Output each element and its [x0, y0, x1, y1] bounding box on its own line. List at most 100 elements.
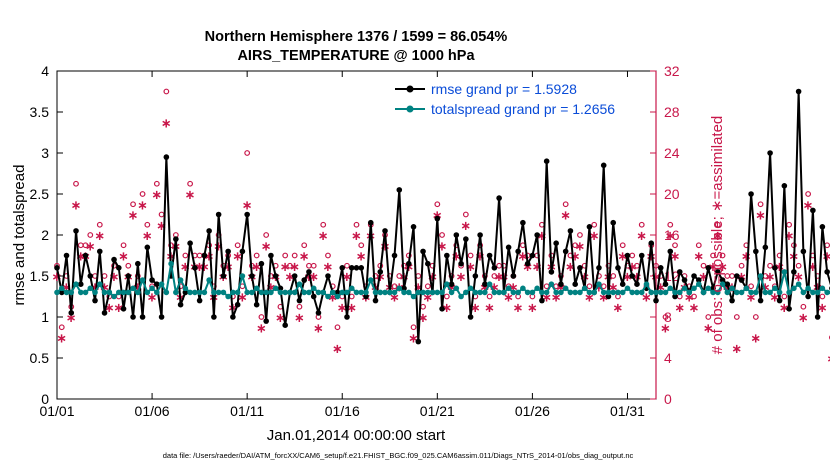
rmse-point — [253, 301, 260, 308]
obs-assimilated-marker: ∗ — [75, 249, 86, 264]
rmse-point — [734, 273, 740, 279]
legend-spread-marker — [406, 105, 414, 113]
totalspread-point — [282, 289, 288, 296]
rmse-point — [610, 219, 617, 226]
rmse-point — [444, 252, 450, 259]
totalspread-point — [444, 281, 450, 288]
legend-rmse-label: rmse grand pr = 1.5928 — [431, 81, 577, 97]
obs-possible-marker — [729, 273, 735, 279]
obs-assimilated-marker: ∗ — [213, 238, 224, 253]
obs-assimilated-marker: ∗ — [513, 300, 524, 315]
obs-possible-marker — [244, 150, 251, 156]
obs-possible-marker — [253, 252, 260, 259]
rmse-point — [149, 277, 155, 283]
totalspread-point — [92, 289, 98, 296]
rmse-point — [762, 244, 769, 251]
totalspread-point — [239, 273, 246, 279]
totalspread-point — [415, 289, 422, 296]
obs-possible-marker — [410, 324, 417, 331]
obs-assimilated-marker: ∗ — [56, 331, 67, 346]
obs-assimilated-marker: ∗ — [389, 290, 400, 305]
left-tick-label: 4 — [41, 63, 49, 79]
rmse-point — [791, 269, 797, 275]
obs-assimilated-marker: ∗ — [798, 310, 809, 325]
obs-possible-marker — [705, 314, 712, 320]
rmse-point — [258, 260, 265, 267]
totalspread-point — [320, 289, 327, 296]
obs-assimilated-marker: ∗ — [342, 269, 353, 284]
obs-possible-marker — [344, 262, 350, 269]
left-axis: 0 0.5 1 1.5 2 2.5 3 3.5 4 — [30, 63, 63, 407]
obs-assimilated-marker: ∗ — [104, 300, 115, 315]
totalspread-point — [472, 289, 479, 296]
obs-assimilated-marker: ∗ — [85, 238, 96, 253]
obs-possible-marker — [258, 314, 265, 320]
rmse-point — [596, 265, 602, 271]
rmse-point — [201, 252, 208, 259]
rmse-point — [348, 265, 355, 271]
obs-assimilated-marker: ∗ — [584, 290, 595, 305]
obs-assimilated-marker: ∗ — [199, 259, 210, 274]
obs-possible-marker — [301, 242, 308, 249]
totalspread-point — [643, 281, 650, 288]
rmse-point — [529, 252, 536, 259]
rmse-point — [715, 269, 721, 275]
rmse-point — [405, 260, 412, 267]
rmse-point — [391, 252, 398, 259]
obs-assimilated-marker: ∗ — [99, 279, 110, 294]
totalspread-point — [610, 289, 617, 296]
obs-possible-marker — [234, 242, 241, 249]
obs-assimilated-marker: ∗ — [570, 249, 581, 264]
obs-assimilated-marker: ∗ — [346, 300, 357, 315]
totalspread-point — [154, 289, 160, 296]
totalspread-point — [325, 293, 331, 300]
obs-possible-marker — [291, 252, 298, 259]
rmse-point — [415, 338, 422, 345]
totalspread-point — [377, 289, 384, 296]
obs-assimilated-marker: ∗ — [793, 269, 804, 284]
totalspread-point — [258, 289, 265, 296]
plot-area — [56, 70, 657, 400]
totalspread-point — [130, 285, 136, 292]
rmse-point — [272, 273, 279, 279]
obs-possible-marker — [320, 221, 327, 228]
rmse-point — [211, 314, 217, 320]
rmse-point — [805, 293, 811, 300]
totalspread-point — [748, 289, 754, 296]
left-tick-label: 2 — [41, 227, 49, 243]
y-axis-label: rmse and totalspread — [11, 165, 28, 306]
y-axis-right-label: # of obs: o=possible; ∗=assimilated — [709, 116, 726, 355]
x-tick-label: 01/21 — [420, 403, 455, 419]
rmse-point — [63, 252, 70, 259]
rmse-point — [125, 273, 132, 279]
obs-possible-marker — [577, 232, 583, 238]
rmse-point — [482, 281, 488, 288]
obs-assimilated-marker: ∗ — [256, 320, 267, 335]
legend-spread-label: totalspread grand pr = 1.2656 — [431, 101, 615, 117]
rmse-point — [301, 277, 308, 283]
rmse-point — [724, 281, 731, 288]
rmse-point — [410, 224, 417, 230]
totalspread-point — [372, 289, 379, 296]
obs-possible-marker — [139, 191, 146, 197]
totalspread-point — [353, 289, 360, 296]
chart-title-line1: Northern Hemisphere 1376 / 1599 = 86.054… — [205, 29, 508, 45]
rmse-point — [710, 285, 716, 292]
obs-assimilated-marker: ∗ — [223, 259, 234, 274]
left-tick-label: 1 — [41, 309, 49, 325]
rmse-point — [401, 285, 407, 292]
obs-possible-marker — [819, 293, 826, 300]
totalspread-point — [434, 289, 441, 296]
rmse-point — [187, 240, 193, 246]
left-tick-label: 2.5 — [30, 186, 50, 202]
totalspread-point — [396, 285, 403, 292]
obs-assimilated-marker: ∗ — [812, 279, 823, 294]
obs-possible-marker — [805, 191, 812, 197]
totalspread-point — [529, 289, 536, 296]
obs-assimilated-marker: ∗ — [589, 228, 600, 243]
totalspread-point — [448, 289, 455, 296]
obs-assimilated-marker: ∗ — [779, 300, 790, 315]
rmse-point — [615, 265, 621, 271]
totalspread-point — [757, 273, 764, 279]
obs-assimilated-marker: ∗ — [655, 279, 666, 294]
